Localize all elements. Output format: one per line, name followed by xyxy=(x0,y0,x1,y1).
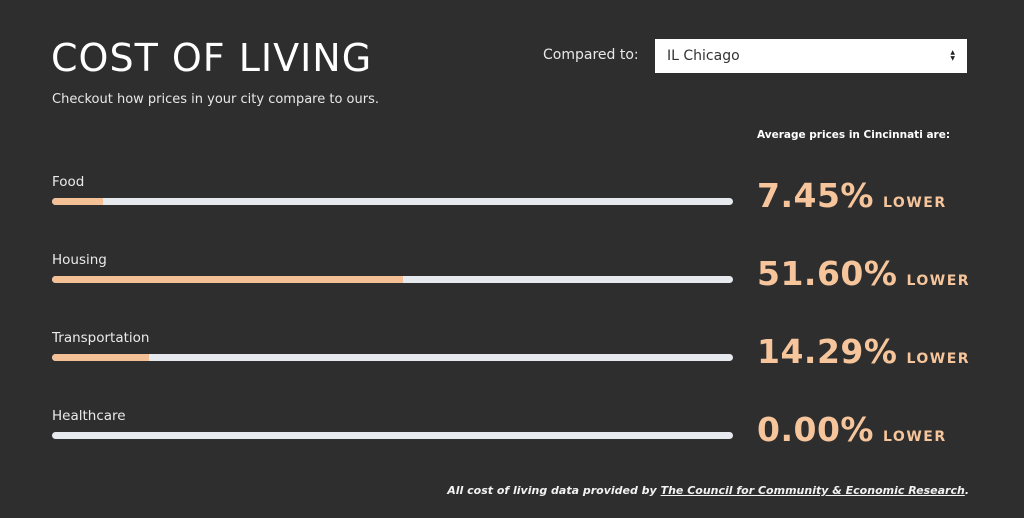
category-direction: LOWER xyxy=(906,273,971,289)
page-subtitle: Checkout how prices in your city compare… xyxy=(52,92,379,107)
progress-fill xyxy=(52,276,404,283)
category-percent: 7.45% xyxy=(757,176,874,215)
footer-credit: All cost of living data provided by The … xyxy=(447,484,969,497)
category-value: 0.00% LOWER xyxy=(757,410,947,449)
page-title: COST OF LIVING xyxy=(51,36,373,80)
footer-prefix: All cost of living data provided by xyxy=(447,484,657,497)
category-percent: 0.00% xyxy=(757,410,874,449)
category-value: 14.29% LOWER xyxy=(757,332,970,371)
category-label: Housing xyxy=(52,252,107,268)
category-row-food: Food 7.45% LOWER xyxy=(52,174,972,234)
category-value: 51.60% LOWER xyxy=(757,254,970,293)
source-link[interactable]: The Council for Community & Economic Res… xyxy=(660,484,965,497)
summary-label: Average prices in Cincinnati are: xyxy=(757,129,951,141)
category-percent: 14.29% xyxy=(757,332,898,371)
category-label: Transportation xyxy=(52,330,150,346)
progress-track xyxy=(52,276,733,283)
category-label: Food xyxy=(52,174,85,190)
category-row-healthcare: Healthcare 0.00% LOWER xyxy=(52,408,972,468)
category-direction: LOWER xyxy=(883,195,947,211)
category-row-transportation: Transportation 14.29% LOWER xyxy=(52,330,972,390)
progress-track xyxy=(52,354,733,361)
select-arrows-icon: ▲ ▼ xyxy=(950,49,955,62)
progress-fill xyxy=(52,198,103,205)
city-select[interactable]: IL Chicago ▲ ▼ xyxy=(655,39,967,73)
city-select-value: IL Chicago xyxy=(667,48,740,64)
category-percent: 51.60% xyxy=(757,254,898,293)
category-label: Healthcare xyxy=(52,408,126,424)
category-direction: LOWER xyxy=(883,429,947,445)
progress-track xyxy=(52,432,733,439)
compare-label: Compared to: xyxy=(543,47,639,63)
category-direction: LOWER xyxy=(906,351,971,367)
category-value: 7.45% LOWER xyxy=(757,176,947,215)
category-row-housing: Housing 51.60% LOWER xyxy=(52,252,972,312)
footer-suffix: . xyxy=(964,484,969,497)
progress-fill xyxy=(52,354,150,361)
progress-track xyxy=(52,198,733,205)
